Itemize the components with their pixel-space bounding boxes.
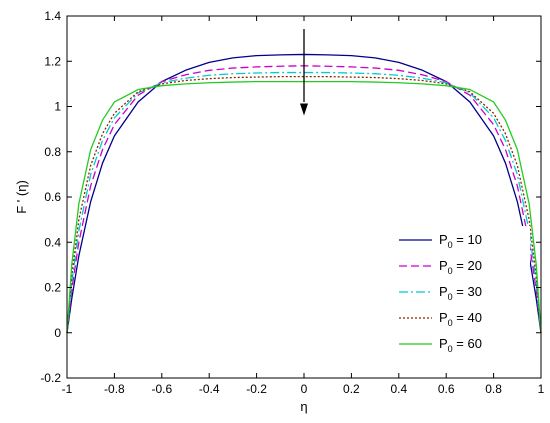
y-tick-label: 1 bbox=[54, 100, 61, 114]
x-tick-label: -0.4 bbox=[199, 382, 220, 396]
y-tick-label: 1.2 bbox=[44, 54, 61, 68]
legend-box bbox=[387, 226, 530, 360]
x-tick-label: -0.2 bbox=[246, 382, 267, 396]
legend-label-2: P0 = 20 bbox=[439, 258, 482, 276]
x-tick-label: -1 bbox=[62, 382, 73, 396]
y-axis-label: F ' (η) bbox=[14, 180, 29, 214]
series-line-4 bbox=[66, 75, 542, 333]
arrow-head bbox=[300, 103, 308, 116]
legend-label-4: P0 = 40 bbox=[439, 310, 482, 328]
y-tick-label: 0 bbox=[54, 326, 61, 340]
legend-label-1: P0 = 10 bbox=[439, 232, 482, 250]
x-tick-label: 0 bbox=[301, 382, 308, 396]
series-line-3 bbox=[66, 71, 542, 333]
annotation-arrow bbox=[300, 29, 308, 116]
y-tick-label: 0.8 bbox=[44, 145, 61, 159]
y-tick-label: 0.4 bbox=[44, 235, 61, 249]
x-tick-label: 0.8 bbox=[485, 382, 502, 396]
x-tick-label: 1 bbox=[538, 382, 545, 396]
legend: P0 = 10 P0 = 20 P0 = 30 P0 = 40 P0 = 60 bbox=[387, 226, 530, 360]
legend-label-5: P0 = 60 bbox=[439, 336, 482, 354]
y-tick-label: -0.2 bbox=[40, 371, 61, 385]
x-tick-label: 0.6 bbox=[438, 382, 455, 396]
x-tick-label: 0.2 bbox=[343, 382, 360, 396]
ticks-layer: -1 -0.8 -0.6 -0.4 -0.2 0 0.2 0.4 0.6 0.8 1 -0.2 0 0.2… bbox=[40, 9, 544, 396]
y-tick-label: 0.6 bbox=[44, 190, 61, 204]
x-tick-label: -0.6 bbox=[151, 382, 172, 396]
x-axis-label: η bbox=[300, 399, 307, 414]
x-tick-label: -0.8 bbox=[104, 382, 125, 396]
y-tick-label: 0.2 bbox=[44, 281, 61, 295]
legend-label-3: P0 = 30 bbox=[439, 284, 482, 302]
y-tick-label: 1.4 bbox=[44, 9, 61, 23]
x-tick-label: 0.4 bbox=[390, 382, 407, 396]
